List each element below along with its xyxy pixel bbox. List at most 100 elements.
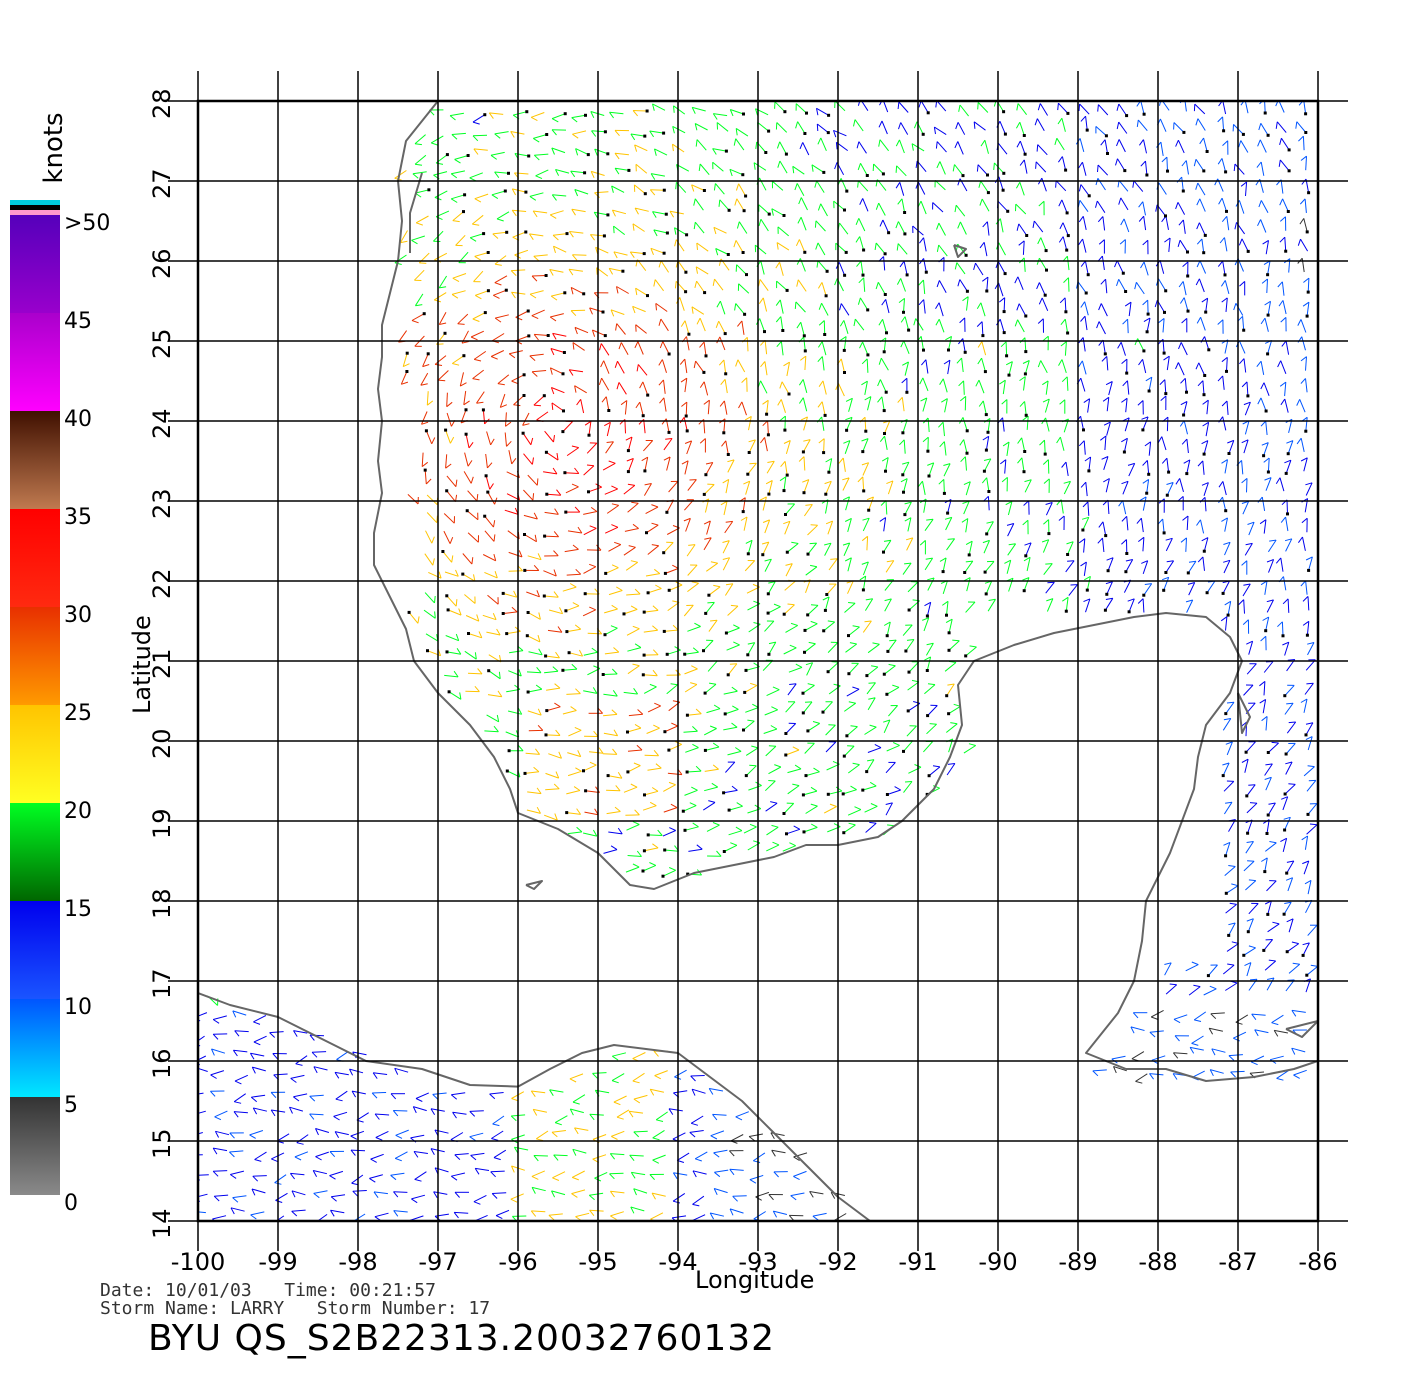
wind-barb-flag	[510, 270, 517, 276]
wind-barb	[522, 412, 530, 426]
wind-barb-flag	[861, 561, 869, 565]
wind-barb-flag	[861, 462, 869, 466]
wind-barb-flag	[983, 458, 991, 461]
wind-barb-flag	[390, 1174, 397, 1181]
wind-barb-flag	[933, 127, 936, 135]
wind-barb-flag	[613, 729, 619, 736]
rain-flag-marker	[1286, 210, 1290, 213]
wind-barb-flag	[549, 1089, 554, 1096]
wind-barb	[983, 242, 988, 257]
wind-barb	[351, 1090, 366, 1095]
wind-barb	[198, 1193, 208, 1198]
wind-barb	[1056, 137, 1065, 151]
wind-barb-flag	[557, 626, 563, 633]
wind-barb-flag	[445, 463, 452, 469]
wind-barb	[452, 273, 467, 279]
wind-barb	[574, 189, 589, 195]
wind-barb-flag	[1175, 362, 1179, 370]
wind-barb	[213, 1015, 227, 1020]
wind-barb	[782, 845, 796, 852]
wind-barb-flag	[771, 706, 778, 711]
wind-barb-flag	[693, 198, 696, 206]
wind-barb	[948, 705, 961, 715]
wind-barb-flag	[729, 1168, 735, 1176]
wind-barb-flag	[313, 1193, 320, 1199]
wind-barb	[470, 233, 484, 239]
wind-barb	[923, 279, 926, 295]
wind-barb-flag	[879, 219, 884, 227]
wind-barb	[1280, 137, 1290, 151]
wind-barb	[616, 1109, 630, 1118]
rain-flag-marker	[1145, 173, 1149, 177]
wind-barb-flag	[1179, 297, 1185, 304]
wind-barb-flag	[785, 563, 793, 566]
wind-barb-flag	[709, 682, 717, 685]
wind-barb-flag	[1061, 461, 1067, 468]
wind-barb-flag	[936, 280, 940, 288]
wind-barb	[1092, 1069, 1107, 1072]
rain-flag-marker	[685, 429, 689, 433]
wind-barb	[699, 317, 706, 332]
wind-barb-flag	[470, 1155, 477, 1161]
wind-barb-flag	[877, 396, 883, 403]
rain-flag-marker	[603, 334, 607, 338]
wind-barb-flag	[750, 682, 758, 686]
wind-barb	[532, 370, 547, 373]
wind-barb	[802, 701, 813, 714]
rain-flag-marker	[907, 608, 911, 612]
wind-barb-flag	[718, 199, 721, 207]
wind-barb-flag	[505, 421, 512, 427]
wind-barb-flag	[789, 644, 797, 649]
wind-barb-flag	[905, 537, 913, 541]
wind-barb	[714, 1188, 728, 1194]
rain-flag-marker	[1162, 351, 1166, 355]
wind-barb-flag	[853, 319, 856, 327]
wind-barb-flag	[316, 1223, 323, 1225]
wind-barb-flag	[1197, 556, 1204, 563]
wind-barb-flag	[517, 707, 523, 715]
wind-barb-flag	[573, 786, 581, 791]
wind-barb	[905, 639, 915, 652]
wind-barb	[375, 1130, 389, 1138]
wind-barb	[606, 811, 621, 815]
wind-barb	[745, 747, 759, 756]
wind-barb-flag	[1284, 459, 1292, 464]
wind-barb	[548, 1213, 563, 1216]
wind-barb	[472, 114, 486, 123]
wind-barb	[1260, 361, 1265, 375]
wind-barb-flag	[679, 358, 686, 365]
wind-barb	[1244, 420, 1250, 435]
wind-barb	[908, 766, 922, 774]
wind-barb	[484, 571, 498, 579]
wind-barb-flag	[776, 341, 782, 348]
wind-barb-flag	[472, 135, 479, 142]
wind-barb	[1177, 202, 1186, 215]
wind-barb-flag	[1239, 281, 1246, 287]
rain-flag-marker	[643, 192, 647, 196]
wind-barb-flag	[634, 588, 641, 595]
wind-barb-flag	[935, 141, 938, 149]
rain-flag-marker	[1103, 608, 1107, 612]
wind-barb	[946, 601, 949, 616]
wind-barb-flag	[803, 439, 811, 442]
wind-barb	[629, 1154, 644, 1157]
wind-barb-flag	[532, 210, 538, 218]
wind-barb-flag	[900, 340, 905, 348]
wind-barb-flag	[1259, 698, 1266, 704]
wind-barb	[1225, 904, 1237, 914]
wind-barb	[546, 706, 561, 712]
rain-flag-marker	[861, 788, 865, 792]
rain-flag-marker	[525, 110, 529, 114]
wind-barb-flag	[611, 503, 619, 506]
wind-barb	[885, 457, 889, 472]
wind-barb	[833, 1213, 847, 1221]
wind-barb	[1106, 356, 1109, 371]
wind-barb	[922, 397, 928, 412]
wind-barb-flag	[253, 1041, 261, 1046]
wind-barb	[692, 1170, 707, 1175]
wind-barb-flag	[392, 1110, 399, 1117]
rain-flag-marker	[703, 291, 707, 295]
wind-barb-flag	[411, 1198, 418, 1204]
wind-barb	[716, 122, 729, 132]
wind-barb	[490, 350, 505, 357]
